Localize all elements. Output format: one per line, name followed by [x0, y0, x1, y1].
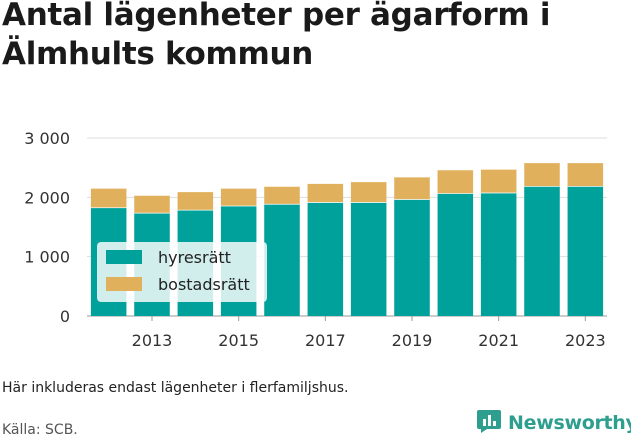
brand-logo: Newsworthy	[476, 408, 631, 438]
brand-name: Newsworthy	[508, 412, 631, 434]
bar-hyresratt-2019	[394, 199, 430, 316]
chart-title: Antal lägenheter per ägarform i Älmhults…	[2, 0, 551, 72]
bar-hyresratt-2022	[524, 186, 560, 316]
y-tick-label: 1 000	[24, 248, 70, 267]
legend: hyresrätt bostadsrätt	[97, 242, 267, 302]
bar-bostadsratt-2022	[524, 162, 560, 187]
bar-bostadsratt-2013	[134, 194, 170, 213]
source-text: Källa: SCB.	[2, 422, 78, 438]
y-tick-label: 0	[60, 307, 70, 326]
legend-label: bostadsrätt	[158, 275, 250, 294]
legend-swatch	[106, 277, 142, 291]
newsworthy-logo-icon	[476, 408, 502, 438]
x-tick-label: 2021	[478, 331, 519, 350]
chart-note: Här inkluderas endast lägenheter i flerf…	[2, 380, 349, 396]
grid-lines	[87, 137, 607, 317]
bar-chart: 0 1 000 2 000 3 000 2013 2015 2017 2019 2021 202…	[24, 129, 607, 350]
x-tick-label: 2023	[565, 331, 606, 350]
bar-bostadsratt-2014	[177, 191, 214, 210]
x-axis-ticks: 2013 2015 2017 2019 2021 2023	[132, 316, 606, 350]
bar-bostadsratt-2016	[264, 186, 300, 204]
bar-bostadsratt-2019	[394, 176, 430, 200]
bar-hyresratt-2020	[437, 193, 474, 316]
legend-swatch	[106, 250, 142, 264]
bar-bostadsratt-2012	[90, 187, 127, 208]
bar-bostadsratt-2021	[480, 168, 517, 193]
x-tick-label: 2019	[392, 331, 433, 350]
bar-hyresratt-2021	[480, 192, 517, 316]
x-tick-label: 2013	[132, 331, 173, 350]
x-tick-label: 2017	[305, 331, 346, 350]
y-tick-label: 2 000	[24, 188, 70, 207]
y-tick-label: 3 000	[24, 129, 70, 148]
bar-bostadsratt-2015	[220, 187, 257, 206]
bar-bostadsratt-2017	[307, 183, 344, 203]
legend-label: hyresrätt	[158, 248, 231, 267]
x-tick-label: 2015	[218, 331, 259, 350]
bar-hyresratt-2016	[264, 203, 300, 316]
bar-bostadsratt-2020	[437, 169, 474, 194]
y-axis-ticks: 0 1 000 2 000 3 000	[24, 129, 70, 326]
bar-bostadsratt-2018	[350, 181, 387, 203]
bar-hyresratt-2017	[307, 202, 344, 316]
bar-hyresratt-2023	[567, 186, 604, 316]
bar-hyresratt-2018	[350, 202, 387, 316]
bar-bostadsratt-2023	[567, 162, 604, 187]
